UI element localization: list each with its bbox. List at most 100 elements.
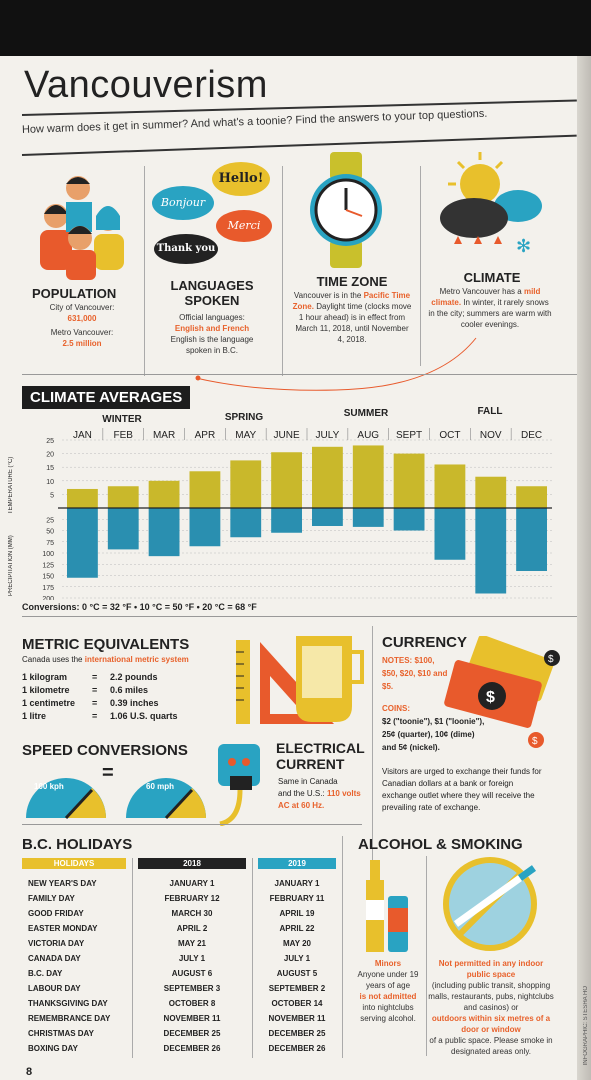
page-title: Vancouverism	[24, 64, 268, 106]
temp-tick-label: 10	[46, 479, 54, 486]
page-number: 8	[26, 1066, 33, 1078]
temperature-bar	[107, 486, 139, 508]
bubble-hello-text: Hello!	[218, 171, 264, 186]
currency-notes: NOTES: $100, $50, $20, $10 and $5.	[382, 656, 448, 691]
minors-text: Minors Anyone under 19 years of age is n…	[356, 958, 420, 1024]
temp-tick-label: 25	[46, 438, 54, 445]
currency-coins: COINS:	[382, 702, 452, 715]
languages-line1: Official languages:	[179, 313, 245, 322]
languages-title: LANGUAGES SPOKEN	[150, 278, 274, 308]
divider	[342, 836, 343, 1058]
city-value: 631,000	[67, 314, 97, 323]
holiday-name: EASTER MONDAY	[28, 924, 98, 933]
minors-line: Anyone under 19 years of age	[357, 970, 419, 990]
temp-axis-label: TEMPERATURE (°C)	[8, 456, 14, 514]
electrical-text: Same in Canada and the U.S.: 110 volts A…	[278, 776, 370, 812]
metric-intro-highlight: international metric system	[84, 655, 189, 664]
temperature-bar	[67, 488, 98, 508]
precip-tick-label: 50	[46, 529, 54, 536]
svg-text:$: $	[532, 736, 538, 747]
holiday-date-2018: MARCH 30	[171, 909, 213, 918]
month-label: OCT	[439, 430, 460, 441]
climate-title: CLIMATE	[463, 270, 521, 285]
climate-line1: Metro Vancouver has a	[439, 287, 522, 296]
temperature-bar	[312, 446, 343, 508]
precip-tick-label: 175	[42, 585, 54, 592]
timezone-line2: Daylight time (clocks move 1 hour ahead)…	[295, 302, 412, 344]
holidays-col-header: HOLIDAYS	[22, 858, 126, 869]
holiday-date-2019: JANUARY 1	[274, 879, 320, 888]
divider	[144, 166, 145, 376]
languages-text: Official languages: English and French E…	[150, 312, 274, 356]
divider	[372, 626, 373, 876]
speed-kph: 100 kph	[34, 782, 64, 791]
temperature-bar	[352, 445, 384, 508]
population-title: POPULATION	[32, 286, 117, 301]
temperature-bar	[230, 460, 262, 508]
holiday-date-2019: APRIL 19	[279, 909, 315, 918]
timezone-highlight: Pacific Time Zone.	[292, 291, 411, 311]
metric-equals: =	[92, 685, 98, 695]
season-fall: FALL	[477, 406, 503, 417]
climate-line2: In winter, it rarely snows in the city; …	[428, 298, 552, 329]
alcohol-title: ALCOHOL & SMOKING	[358, 836, 523, 853]
precip-tick-label: 100	[42, 551, 54, 558]
metric-title: METRIC EQUIVALENTS	[22, 636, 190, 653]
season-summer: SUMMER	[343, 408, 389, 419]
holiday-date-2019: JULY 1	[283, 954, 311, 963]
holiday-date-2019: OCTOBER 14	[271, 999, 323, 1008]
season-winter: WINTER	[102, 414, 142, 425]
metro-label: Metro Vancouver:	[50, 328, 114, 337]
precip-tick-label: 75	[46, 540, 54, 547]
precip-axis-label: PRECIPITATION (MM)	[8, 535, 14, 596]
minors-end: into nightclubs serving alcohol.	[360, 1003, 416, 1023]
holiday-date-2019: SEPTEMBER 2	[268, 984, 326, 993]
holiday-date-2018: APRIL 2	[176, 924, 208, 933]
metric-equals: =	[92, 698, 98, 708]
month-label: DEC	[521, 430, 542, 441]
smoking-heading-2: outdoors within six metres of a door or …	[431, 1014, 551, 1034]
metric-equivalent: 0.6 miles	[110, 685, 149, 695]
divider	[252, 858, 253, 1058]
season-spring: SPRING	[224, 412, 264, 423]
climate-averages-title: CLIMATE AVERAGES	[22, 386, 191, 409]
infographic-credit: INFOGRAPHIC: STESHA HO	[583, 986, 589, 1066]
svg-text:✻: ✻	[516, 236, 531, 256]
timezone-title: TIME ZONE	[316, 274, 388, 289]
precipitation-bar	[352, 508, 384, 527]
month-label: JULY	[316, 430, 340, 441]
no-smoking-icon	[443, 857, 537, 951]
metric-equivalent: 2.2 pounds	[110, 672, 158, 682]
watch-icon	[310, 152, 382, 268]
holiday-name: GOOD FRIDAY	[28, 909, 84, 918]
climate-chart: JAN FEB MAR APR MAY JUNE JULY AUG SEPT OCT NOV DEC 2…	[42, 428, 552, 600]
bubble-bonjour-text: Bonjour	[160, 196, 206, 209]
month-label: APR	[195, 430, 216, 441]
holiday-date-2018: AUGUST 6	[171, 969, 213, 978]
temperature-bar	[271, 452, 302, 508]
temperature-bar	[516, 486, 547, 508]
holiday-date-2018: JULY 1	[178, 954, 206, 963]
smoking-text-1: (including public transit, shopping mall…	[428, 981, 554, 1012]
precipitation-bar	[107, 508, 139, 550]
climate-highlight: mild climate.	[431, 287, 541, 307]
city-label: City of Vancouver:	[49, 303, 115, 312]
holiday-name: BOXING DAY	[28, 1044, 78, 1053]
metric-intro: Canada uses the international metric sys…	[22, 655, 189, 664]
currency-advice: Visitors are urged to exchange their fun…	[382, 767, 542, 812]
magazine-page: Vancouverism How warm does it get in sum…	[0, 56, 591, 1080]
smoking-heading-1: Not permitted in any indoor public space	[438, 959, 544, 979]
divider	[282, 166, 283, 376]
precipitation-bar	[148, 508, 180, 557]
holiday-date-2018: DECEMBER 26	[163, 1044, 221, 1053]
holiday-date-2019: DECEMBER 25	[268, 1029, 326, 1038]
svg-text:$: $	[486, 689, 495, 706]
coins-label: COINS:	[382, 704, 410, 713]
weather-icon: ✻	[440, 152, 542, 256]
holiday-date-2018: SEPTEMBER 3	[163, 984, 221, 993]
holiday-date-2019: DECEMBER 26	[268, 1044, 326, 1053]
metric-unit: 1 kilogram	[22, 672, 68, 682]
languages-line3: spoken in B.C.	[185, 346, 239, 355]
holiday-name: LABOUR DAY	[28, 984, 81, 993]
metric-unit: 1 kilometre	[22, 685, 70, 695]
